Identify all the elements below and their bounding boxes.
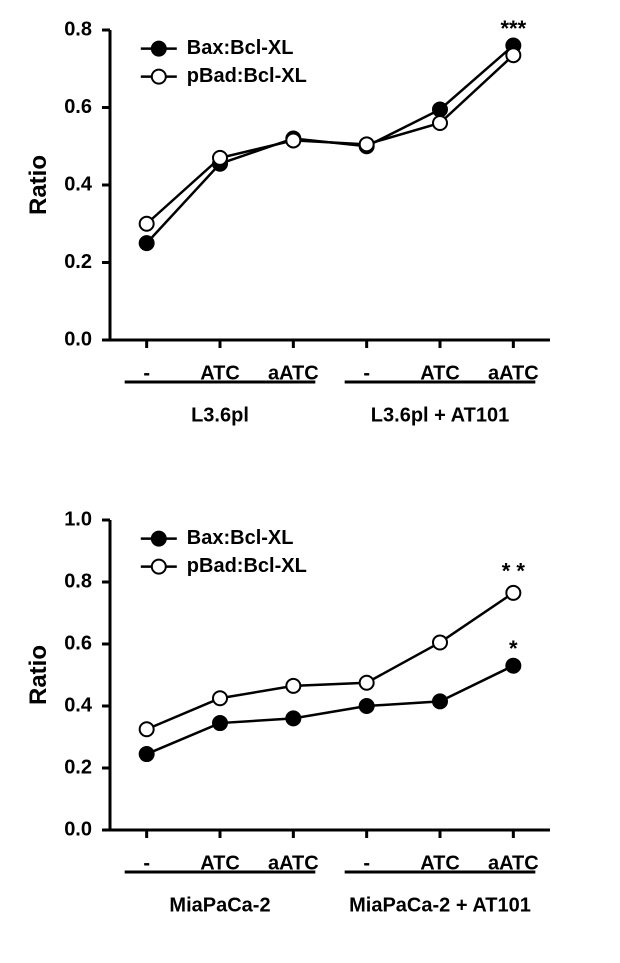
chart-bottom: 0.00.20.40.60.81.0Ratio-ATCaATC-ATCaATCM…	[0, 490, 620, 960]
y-axis-label: Ratio	[25, 645, 52, 705]
significance-annotation: * *	[502, 559, 526, 584]
chart-top: 0.00.20.40.60.8Ratio-ATCaATC-ATCaATCL3.6…	[0, 0, 620, 470]
legend-marker	[152, 42, 166, 56]
group-label: MiaPaCa-2 + AT101	[349, 895, 531, 917]
legend-marker	[152, 560, 166, 574]
legend-label: pBad:Bcl-XL	[187, 65, 307, 87]
marker-Bax:Bcl-XL-4	[433, 102, 447, 116]
marker-pBad:Bcl-XL-3	[360, 137, 374, 151]
y-tick-label: 0.4	[64, 173, 93, 195]
y-tick-label: 0.2	[64, 756, 92, 778]
marker-pBad:Bcl-XL-4	[433, 635, 447, 649]
y-tick-label: 0.6	[64, 96, 92, 118]
legend-label: Bax:Bcl-XL	[187, 37, 294, 59]
y-tick-label: 0.0	[64, 328, 92, 350]
legend-label: Bax:Bcl-XL	[187, 527, 294, 549]
marker-pBad:Bcl-XL-2	[286, 133, 300, 147]
marker-Bax:Bcl-XL-1	[213, 716, 227, 730]
legend-marker	[152, 532, 166, 546]
y-tick-label: 0.4	[64, 694, 93, 716]
significance-annotation: ***	[500, 16, 526, 41]
marker-Bax:Bcl-XL-0	[140, 236, 154, 250]
marker-pBad:Bcl-XL-2	[286, 679, 300, 693]
group-label: L3.6pl + AT101	[371, 405, 509, 427]
y-tick-label: 0.0	[64, 818, 92, 840]
marker-pBad:Bcl-XL-5	[506, 586, 520, 600]
group-label: MiaPaCa-2	[169, 895, 270, 917]
significance-annotation: *	[509, 636, 518, 661]
marker-Bax:Bcl-XL-0	[140, 747, 154, 761]
marker-pBad:Bcl-XL-4	[433, 116, 447, 130]
y-tick-label: 0.2	[64, 251, 92, 273]
marker-pBad:Bcl-XL-0	[140, 722, 154, 736]
marker-Bax:Bcl-XL-4	[433, 694, 447, 708]
marker-pBad:Bcl-XL-1	[213, 691, 227, 705]
marker-pBad:Bcl-XL-5	[506, 48, 520, 62]
y-tick-label: 1.0	[64, 508, 92, 530]
chart-top-svg: 0.00.20.40.60.8Ratio-ATCaATC-ATCaATCL3.6…	[0, 0, 620, 470]
marker-pBad:Bcl-XL-1	[213, 151, 227, 165]
y-tick-label: 0.8	[64, 18, 92, 40]
y-tick-label: 0.8	[64, 570, 92, 592]
y-tick-label: 0.6	[64, 632, 92, 654]
chart-bottom-svg: 0.00.20.40.60.81.0Ratio-ATCaATC-ATCaATCM…	[0, 490, 620, 960]
legend-label: pBad:Bcl-XL	[187, 555, 307, 577]
y-axis-label: Ratio	[25, 155, 52, 215]
marker-Bax:Bcl-XL-2	[286, 711, 300, 725]
group-label: L3.6pl	[191, 405, 249, 427]
legend-marker	[152, 70, 166, 84]
marker-pBad:Bcl-XL-0	[140, 217, 154, 231]
marker-Bax:Bcl-XL-3	[360, 699, 374, 713]
marker-pBad:Bcl-XL-3	[360, 676, 374, 690]
